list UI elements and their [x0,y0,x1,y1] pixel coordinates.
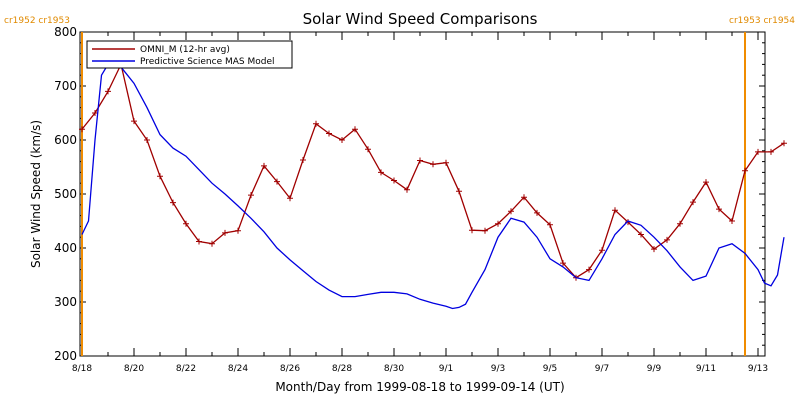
data-point-marker [170,199,176,206]
data-point-marker [417,157,423,164]
rotation-label-left: cr1952 cr1953 [4,16,70,26]
data-point-marker [690,199,696,206]
data-point-marker [235,227,241,234]
data-point-marker [378,169,384,176]
data-point-marker [196,238,202,245]
data-point-marker [144,137,150,143]
y-tick-label: 700 [54,79,77,93]
x-tick-label: 8/22 [176,364,196,374]
data-point-marker [651,246,657,253]
y-axis-label: Solar Wind Speed (km/s) [29,120,43,268]
data-point-marker [274,178,280,185]
y-tick-label: 600 [54,133,77,147]
data-point-marker [209,240,215,247]
data-point-marker [729,218,735,224]
data-point-marker [534,209,540,216]
x-tick-label: 8/20 [124,364,144,374]
data-point-marker [248,192,254,199]
data-point-marker [261,162,267,169]
data-point-marker [768,148,774,155]
data-point-marker [469,227,475,234]
data-point-marker [430,161,436,168]
chart-title: Solar Wind Speed Comparisons [303,10,538,28]
data-point-marker [326,130,332,137]
data-point-marker [131,118,137,125]
x-tick-label: 9/5 [543,364,557,374]
data-point-marker [456,188,462,195]
data-point-marker [339,137,345,143]
data-point-marker [599,247,605,254]
x-tick-label: 8/28 [332,364,352,374]
y-tick-label: 400 [54,241,77,255]
data-point-marker [586,266,592,273]
rotation-label-right: cr1953 cr1954 [729,16,795,26]
y-tick-label: 500 [54,187,77,201]
data-point-marker [638,231,644,238]
data-point-marker [612,207,618,214]
data-point-marker [508,208,514,215]
data-point-marker [105,88,111,95]
data-point-marker [352,126,358,133]
y-tick-label: 200 [54,349,77,363]
data-point-marker [495,220,501,227]
data-point-marker [157,173,163,180]
data-point-marker [92,110,98,116]
data-point-marker [482,227,488,234]
data-point-marker [287,195,293,202]
data-point-marker [560,260,566,267]
y-tick-label: 800 [54,25,77,39]
x-tick-label: 9/7 [595,364,609,374]
x-tick-label: 8/26 [280,364,300,374]
data-point-marker [742,167,748,174]
data-point-marker [365,146,371,153]
data-point-marker [183,220,189,227]
x-tick-label: 9/11 [696,364,716,374]
data-point-marker [391,177,397,184]
x-tick-label: 9/9 [647,364,662,374]
x-tick-label: 8/18 [72,364,92,374]
data-point-marker [443,159,449,166]
series-layer [79,32,787,356]
x-tick-label: 8/24 [228,364,248,374]
x-tick-label: 9/13 [748,364,768,374]
series-line-1 [81,63,785,310]
data-point-marker [404,186,410,193]
x-tick-label: 9/1 [439,364,453,374]
data-point-marker [677,220,683,227]
data-point-marker [79,126,85,133]
y-tick-label: 300 [54,295,77,309]
data-point-marker [781,140,787,147]
data-point-marker [313,120,319,127]
x-tick-label: 8/30 [384,364,404,374]
data-point-marker [716,206,722,213]
data-point-marker [521,194,527,201]
data-point-marker [222,229,228,236]
x-axis-label: Month/Day from 1999-08-18 to 1999-09-14 … [275,380,564,394]
legend: OMNI_M (12-hr avg) Predictive Science MA… [86,40,293,69]
legend-label-mas: Predictive Science MAS Model [140,57,275,67]
data-point-marker [664,236,670,243]
data-point-marker [755,148,761,155]
x-axis: 8/18 8/20 8/22 8/24 8/26 8/28 8/30 9/1 9/3 9/5 9/7… [72,32,768,374]
legend-box [86,40,293,69]
data-point-marker [703,179,709,186]
data-point-marker [300,157,306,163]
legend-label-omni: OMNI_M (12-hr avg) [140,45,230,55]
data-point-marker [547,221,553,228]
x-tick-label: 9/3 [491,364,505,374]
